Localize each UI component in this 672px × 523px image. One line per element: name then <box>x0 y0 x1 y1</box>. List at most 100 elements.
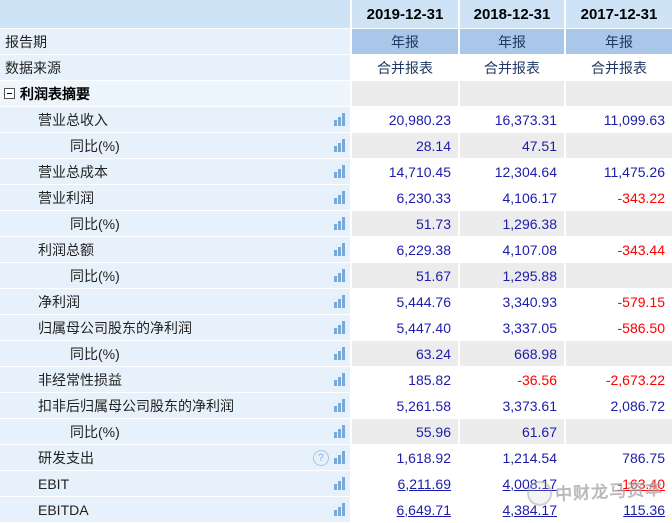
bar-chart-icon[interactable] <box>334 113 345 126</box>
table-row-net-profit-attributable-to-parent: 归属母公司股东的净利润 5,447.40 3,337.05 -586.50 <box>0 315 672 341</box>
value-cell[interactable]: 6,211.69 <box>352 471 458 497</box>
row-icons: ? <box>313 449 350 466</box>
collapse-minus-icon[interactable] <box>4 88 15 99</box>
bar-chart-icon[interactable] <box>334 191 345 204</box>
row-icons <box>334 347 350 360</box>
bar-chart-icon[interactable] <box>334 347 345 360</box>
column-header-label: 2017-12-31 <box>580 5 658 23</box>
row-label: EBITDA <box>38 501 89 518</box>
value-text: 6,230.33 <box>396 189 452 206</box>
value-text: 1,296.38 <box>502 215 558 232</box>
table-row-net-profit: 净利润 5,444.76 3,340.93 -579.15 <box>0 289 672 315</box>
bar-chart-icon[interactable] <box>334 217 345 230</box>
value-text: 1,214.54 <box>502 449 558 466</box>
value-text: 5,444.76 <box>396 293 452 310</box>
table-row-data-source: 数据来源 合并报表 合并报表 合并报表 <box>0 55 672 81</box>
value-cell: 合并报表 <box>460 55 564 81</box>
header-row: 2019-12-31 2018-12-31 2017-12-31 <box>0 0 672 29</box>
row-icons <box>334 113 350 126</box>
table-row-non-recurring-items: 非经常性损益 185.82 -36.56 -2,673.22 <box>0 367 672 393</box>
financial-table-body: 报告期 年报 年报 年报 数据来源 合并报表 合并报表 合并报表 利润表摘要 营业总收入 20,98… <box>0 29 672 523</box>
value-text: 4,106.17 <box>502 189 558 206</box>
bar-chart-icon[interactable] <box>334 321 345 334</box>
row-label-cell: 归属母公司股东的净利润 <box>0 315 350 341</box>
value-text: -343.22 <box>617 189 665 206</box>
value-cell: 3,373.61 <box>460 393 564 419</box>
value-text: -586.50 <box>617 319 665 336</box>
row-label-cell: 同比(%) <box>0 263 350 289</box>
value-cell <box>566 211 672 237</box>
bar-chart-icon[interactable] <box>334 269 345 282</box>
row-icons <box>334 477 350 490</box>
value-cell: 3,340.93 <box>460 289 564 315</box>
row-label: 数据来源 <box>5 59 61 76</box>
value-cell[interactable]: -163.40 <box>566 471 672 497</box>
value-cell: 51.67 <box>352 263 458 289</box>
value-cell: 年报 <box>460 29 564 55</box>
bar-chart-icon[interactable] <box>334 165 345 178</box>
value-cell: 20,980.23 <box>352 107 458 133</box>
value-cell <box>566 133 672 159</box>
value-link[interactable]: -163.40 <box>617 475 665 492</box>
value-cell: 年报 <box>566 29 672 55</box>
row-label: 利润表摘要 <box>20 85 90 102</box>
row-icons <box>334 373 350 386</box>
row-label-cell: 同比(%) <box>0 211 350 237</box>
value-text: -343.44 <box>617 241 665 258</box>
value-cell[interactable]: 4,384.17 <box>460 497 564 523</box>
value-cell: -579.15 <box>566 289 672 315</box>
bar-chart-icon[interactable] <box>334 425 345 438</box>
row-label-cell: 同比(%) <box>0 341 350 367</box>
value-text: 51.67 <box>415 267 451 284</box>
bar-chart-icon[interactable] <box>334 477 345 490</box>
row-icons <box>334 295 350 308</box>
value-text: -36.56 <box>517 371 557 388</box>
value-text: 3,337.05 <box>502 319 558 336</box>
row-label: 扣非后归属母公司股东的净利润 <box>38 397 234 414</box>
value-text: 12,304.64 <box>494 163 557 180</box>
help-question-icon[interactable]: ? <box>313 449 329 466</box>
bar-chart-icon[interactable] <box>334 139 345 152</box>
value-text: 55.96 <box>415 423 451 440</box>
row-label-cell: 报告期 <box>0 29 350 55</box>
value-cell: 4,107.08 <box>460 237 564 263</box>
value-text: 61.67 <box>521 423 557 440</box>
value-cell[interactable]: 115.36 <box>566 497 672 523</box>
value-text: 4,107.08 <box>502 241 558 258</box>
table-row-income-statement-summary: 利润表摘要 <box>0 81 672 107</box>
row-label: 同比(%) <box>70 345 120 362</box>
table-row-total-operating-revenue: 营业总收入 20,980.23 16,373.31 11,099.63 <box>0 107 672 133</box>
value-link[interactable]: 6,649.71 <box>396 501 452 518</box>
value-cell[interactable]: 6,649.71 <box>352 497 458 523</box>
value-text: 年报 <box>605 33 633 50</box>
value-link[interactable]: 6,211.69 <box>397 475 451 492</box>
bar-chart-icon[interactable] <box>334 503 345 516</box>
value-cell[interactable]: 4,008.17 <box>460 471 564 497</box>
row-label: 报告期 <box>5 33 47 50</box>
value-text: -579.15 <box>617 293 665 310</box>
table-row-yoy-deducted-net-profit: 同比(%) 55.96 61.67 <box>0 419 672 445</box>
bar-chart-icon[interactable] <box>334 243 345 256</box>
value-cell: 185.82 <box>352 367 458 393</box>
value-cell: 5,261.58 <box>352 393 458 419</box>
bar-chart-icon[interactable] <box>334 399 345 412</box>
bar-chart-icon[interactable] <box>334 295 345 308</box>
value-cell: -36.56 <box>460 367 564 393</box>
value-text: 668.98 <box>514 345 557 362</box>
row-label: 利润总额 <box>38 241 94 258</box>
value-text: 1,618.92 <box>396 449 452 466</box>
bar-chart-icon[interactable] <box>334 373 345 386</box>
value-link[interactable]: 4,384.17 <box>502 501 558 518</box>
bar-chart-icon[interactable] <box>334 451 345 464</box>
value-text: 185.82 <box>408 371 451 388</box>
column-header-label: 2018-12-31 <box>473 5 551 23</box>
row-label: 营业总收入 <box>38 111 108 128</box>
value-link[interactable]: 4,008.17 <box>502 475 558 492</box>
value-text: 1,295.88 <box>502 267 558 284</box>
row-label-cell: 利润总额 <box>0 237 350 263</box>
value-text: 2,086.72 <box>610 397 666 414</box>
value-link[interactable]: 115.36 <box>623 501 665 518</box>
value-text: 51.73 <box>415 215 451 232</box>
value-text: 6,229.38 <box>396 241 452 258</box>
value-cell: 47.51 <box>460 133 564 159</box>
